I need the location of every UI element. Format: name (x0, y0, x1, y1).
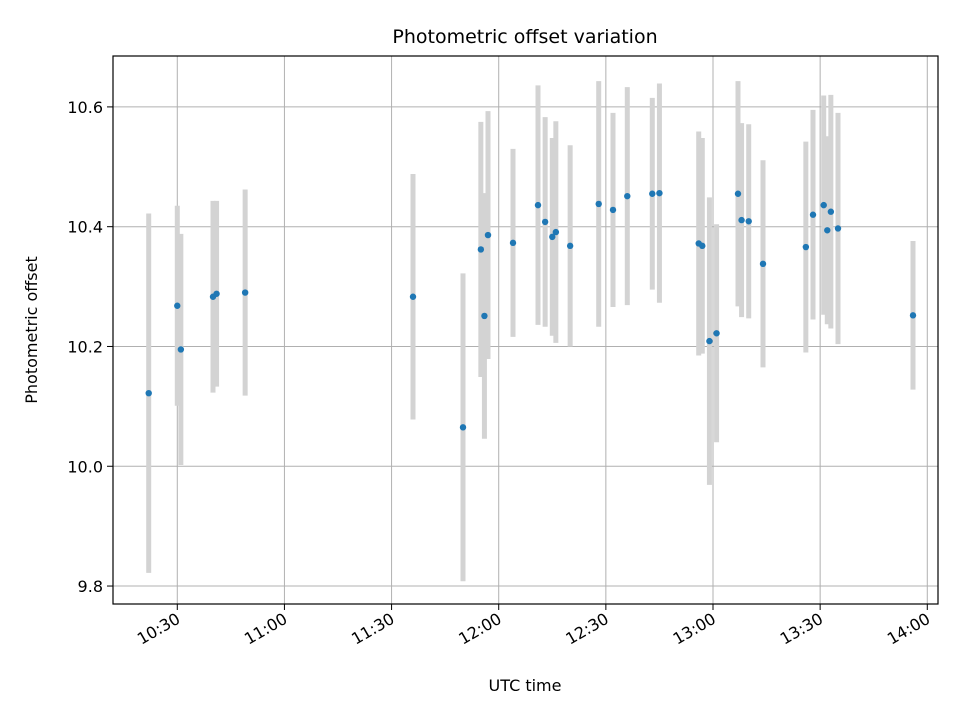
y-tick-label: 10.6 (67, 98, 103, 117)
data-point (827, 208, 835, 215)
data-point (509, 239, 517, 247)
data-point (459, 424, 467, 431)
chart-title: Photometric offset variation (392, 26, 657, 48)
data-point (656, 189, 663, 197)
data-point (241, 289, 249, 296)
data-point (541, 218, 549, 226)
y-tick-label: 10.0 (67, 457, 103, 476)
y-tick-label: 10.2 (67, 337, 103, 356)
data-point (145, 389, 152, 397)
data-point (909, 312, 917, 319)
data-point (699, 242, 706, 250)
y-tick-label: 9.8 (78, 577, 103, 596)
data-point (624, 192, 631, 200)
data-point (477, 246, 485, 253)
data-point (713, 330, 720, 337)
data-point (609, 206, 617, 214)
data-point (484, 231, 492, 239)
y-tick-label: 10.4 (67, 218, 103, 237)
grid (113, 56, 938, 604)
data-point (549, 233, 556, 241)
data-point (824, 227, 831, 234)
x-axis-title: UTC time (489, 676, 562, 695)
data-point (552, 228, 560, 236)
data-point (566, 242, 574, 250)
data-point (809, 211, 817, 218)
data-point (745, 218, 752, 225)
data-point (534, 201, 542, 209)
data-point (834, 225, 842, 232)
data-point (649, 190, 656, 197)
data-point (595, 200, 602, 208)
y-axis-title: Photometric offset (22, 256, 41, 404)
data-point (759, 260, 767, 268)
data-point (409, 293, 417, 300)
plot-area-frame (112, 55, 939, 605)
data-point (174, 302, 181, 309)
data-points (145, 189, 917, 431)
data-point (177, 346, 185, 353)
y-axis-ticks: 9.8 10.0 10.2 10.4 10.6 (67, 98, 113, 596)
data-point (802, 243, 810, 251)
data-point (706, 337, 713, 345)
data-point (738, 216, 745, 224)
data-point (734, 190, 742, 197)
data-point (213, 290, 220, 297)
data-point (481, 312, 488, 320)
data-point (820, 201, 827, 209)
